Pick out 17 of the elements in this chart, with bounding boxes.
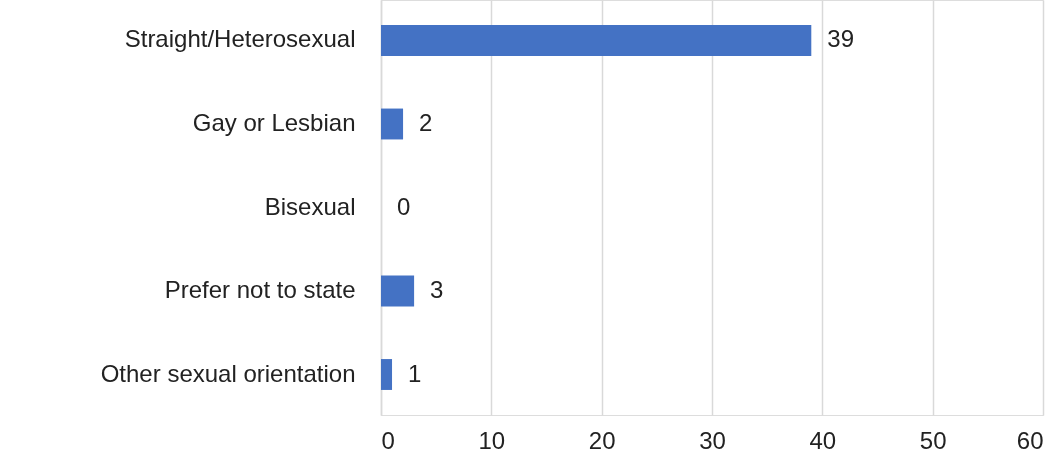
x-tick-label: 30: [699, 426, 726, 454]
x-tick-label: 60: [1016, 426, 1044, 454]
x-tick-label: 0: [381, 426, 395, 454]
data-label: 3: [430, 276, 444, 303]
x-tick-label: 20: [588, 426, 616, 454]
x-tick-label: 50: [919, 426, 947, 454]
data-label: 2: [419, 109, 433, 136]
x-tick-label: 10: [478, 426, 506, 454]
y-tick-label: Other sexual orientation: [100, 359, 356, 387]
data-label: 1: [408, 359, 422, 387]
x-tick-label: 40: [809, 426, 837, 454]
data-label: 0: [397, 192, 411, 220]
y-tick-label: Prefer not to state: [164, 276, 356, 303]
y-tick-label: Straight/Heterosexual: [124, 25, 356, 53]
y-tick-label: Gay or Lesbian: [192, 109, 356, 136]
y-tick-label: Bisexual: [264, 192, 356, 220]
data-label: 39: [827, 25, 854, 53]
